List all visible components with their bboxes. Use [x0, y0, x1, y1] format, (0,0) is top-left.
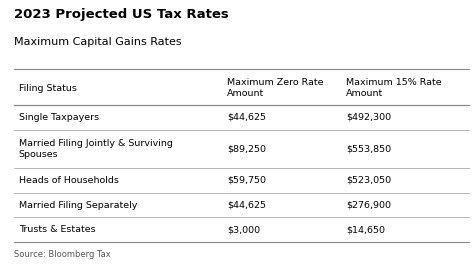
Text: Married Filing Jointly & Surviving
Spouses: Married Filing Jointly & Surviving Spous… — [19, 139, 173, 159]
Text: $14,650: $14,650 — [346, 225, 385, 234]
Text: $59,750: $59,750 — [228, 176, 266, 185]
Text: Maximum Zero Rate
Amount: Maximum Zero Rate Amount — [228, 78, 324, 98]
Text: $553,850: $553,850 — [346, 144, 391, 153]
Text: Trusts & Estates: Trusts & Estates — [19, 225, 95, 234]
Text: $3,000: $3,000 — [228, 225, 260, 234]
Text: $44,625: $44,625 — [228, 201, 266, 210]
Text: Single Taxpayers: Single Taxpayers — [19, 113, 99, 122]
Text: Heads of Households: Heads of Households — [19, 176, 118, 185]
Text: $523,050: $523,050 — [346, 176, 391, 185]
Text: Source: Bloomberg Tax: Source: Bloomberg Tax — [14, 250, 111, 259]
Text: Maximum 15% Rate
Amount: Maximum 15% Rate Amount — [346, 78, 441, 98]
Text: $492,300: $492,300 — [346, 113, 391, 122]
Text: $44,625: $44,625 — [228, 113, 266, 122]
Text: $276,900: $276,900 — [346, 201, 391, 210]
Text: Filing Status: Filing Status — [19, 84, 77, 93]
Text: 2023 Projected US Tax Rates: 2023 Projected US Tax Rates — [14, 8, 229, 21]
Text: $89,250: $89,250 — [228, 144, 266, 153]
Text: Maximum Capital Gains Rates: Maximum Capital Gains Rates — [14, 37, 182, 47]
Text: Married Filing Separately: Married Filing Separately — [19, 201, 137, 210]
